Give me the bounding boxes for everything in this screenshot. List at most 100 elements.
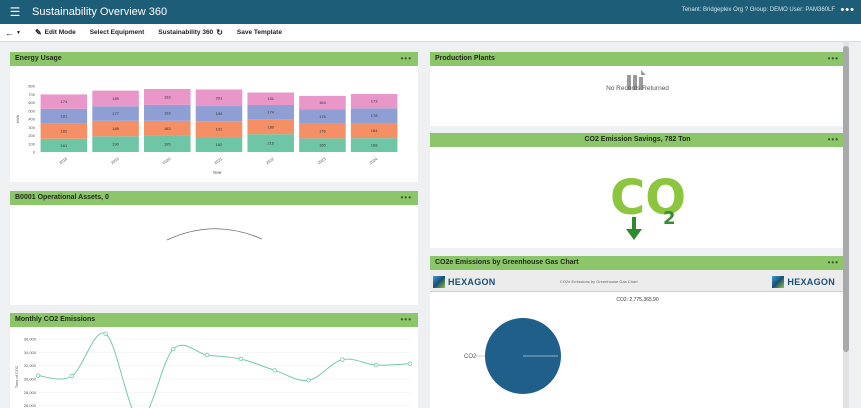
down-arrow-icon — [626, 229, 642, 240]
bar-data-label: 184 — [216, 111, 223, 116]
bar-segment — [350, 94, 398, 109]
bar-data-label: 184 — [371, 128, 378, 133]
chevron-down-icon[interactable]: ▼ — [16, 29, 21, 36]
bar-segment — [40, 123, 88, 139]
operational-assets-panel: B0001 Operational Assets, 0 ••• — [10, 191, 418, 305]
data-point — [407, 361, 413, 366]
data-point — [272, 368, 277, 373]
bar-segment — [195, 136, 243, 152]
panel-title: CO2 Emission Savings, 782 Ton — [584, 136, 691, 143]
energy-usage-chart: 0 100 200 300 400 500 600 700 800 kWh Year 161 182 18… — [15, 84, 398, 175]
y-tick-label: 26,000 — [24, 403, 37, 408]
panel-title: B0001 Operational Assets, 0 — [15, 194, 109, 201]
bar-segment — [299, 109, 346, 124]
edit-mode-button[interactable]: ✎ Edit Mode — [35, 28, 76, 37]
panel-title: Monthly CO2 Emissions — [15, 316, 96, 323]
bar-data-label: 193 — [164, 94, 171, 99]
bar-data-label: 181 — [61, 114, 68, 119]
hexagon-logo-right: HEXAGON — [772, 276, 835, 288]
template-label: Sustainability 360 — [158, 29, 214, 36]
data-point — [204, 352, 210, 358]
select-equipment-button[interactable]: Select Equipment — [89, 29, 145, 36]
bar-segment — [40, 108, 88, 124]
bar-data-label: 174 — [267, 110, 274, 115]
bar-segment — [247, 119, 294, 135]
bar-data-label: 193 — [164, 110, 171, 115]
y-tick-label: 600 — [28, 100, 35, 105]
x-tick-label: 2021 — [213, 156, 224, 166]
gauge-arc — [166, 228, 263, 241]
y-axis-label: kWh — [15, 115, 20, 123]
panel-menu-icon[interactable]: ••• — [400, 315, 412, 324]
panel-menu-icon[interactable]: ••• — [827, 135, 839, 144]
back-arrow-icon[interactable]: ← — [5, 27, 14, 38]
y-tick-label: 700 — [28, 92, 35, 97]
panel-header: B0001 Operational Assets, 0 ••• — [10, 191, 418, 205]
bar-segment — [350, 138, 398, 152]
bar-segment — [144, 88, 191, 105]
panel-menu-icon[interactable]: ••• — [400, 54, 412, 63]
y-tick-label: 34,000 — [24, 350, 37, 355]
no-data-icon — [627, 70, 646, 90]
bar-data-label: 189 — [112, 96, 119, 101]
page-scrollbar-thumb[interactable] — [843, 46, 849, 352]
bar-segment — [350, 108, 398, 123]
y-tick-label: 100 — [28, 141, 35, 146]
hexagon-logo: HEXAGON — [433, 276, 496, 288]
bar-data-label: 174 — [61, 99, 68, 104]
assets-gauge — [166, 228, 263, 241]
more-horizontal-icon[interactable]: ••• — [840, 4, 855, 16]
data-point — [103, 331, 108, 336]
bar-data-label: 191 — [216, 127, 223, 132]
bar-data-label: 175 — [319, 114, 326, 119]
panel-menu-icon[interactable]: ••• — [827, 54, 839, 63]
bar-data-label: 183 — [164, 126, 171, 131]
x-axis-label: Year — [212, 170, 222, 175]
hexagon-logo-icon — [772, 276, 785, 288]
tenant-info: Tenant: Bridgeplex Org ? Group: DEMO Use… — [681, 7, 835, 13]
toolbar: ← ▼ ✎ Edit Mode Select Equipment Sustain… — [0, 24, 861, 42]
panel-menu-icon[interactable]: ••• — [827, 258, 839, 267]
pie-label-co2: CO2 — [464, 354, 477, 360]
monthly-co2-chart: 24,00026,00028,00030,00032,00034,00036,0… — [14, 331, 413, 408]
bar-data-label: 195 — [164, 141, 171, 146]
bar-segment — [40, 94, 88, 109]
refresh-icon[interactable]: ↻ — [216, 28, 223, 37]
app-title: Sustainability Overview 360 — [32, 6, 168, 18]
bar-data-label: 177 — [112, 111, 119, 116]
data-point — [35, 373, 41, 378]
bar-segment — [144, 120, 191, 136]
panel-menu-icon[interactable]: ••• — [400, 193, 412, 202]
y-tick-label: 400 — [28, 117, 35, 122]
template-selector[interactable]: Sustainability 360 ↻ — [158, 28, 223, 37]
co2-logo-subscript: 2 — [663, 208, 676, 229]
y-tick-label: 0 — [33, 150, 36, 155]
bar-segment — [144, 135, 191, 152]
bar-data-label: 201 — [216, 95, 223, 100]
panel-header: CO2 Emission Savings, 782 Ton ••• — [430, 133, 845, 147]
panel-title: Energy Usage — [15, 55, 62, 62]
y-tick-label: 500 — [28, 108, 35, 113]
bar-segment — [299, 138, 346, 152]
bar-data-label: 151 — [267, 96, 274, 101]
report-caption: CO2e Emissions by Greenhouse Gas Chart — [560, 279, 638, 284]
bar-segment — [40, 138, 88, 152]
bar-segment — [299, 123, 346, 139]
edit-mode-label: Edit Mode — [44, 29, 76, 36]
hamburger-icon[interactable]: ☰ — [9, 5, 21, 19]
y-tick-label: 28,000 — [24, 390, 37, 395]
y-axis-label: Tons of CO2 — [14, 365, 19, 388]
bar-data-label: 161 — [61, 143, 68, 148]
save-template-button[interactable]: Save Template — [236, 29, 282, 36]
edit-icon: ✎ — [34, 28, 42, 37]
co2-logo-text: CO — [610, 170, 686, 226]
bar-data-label: 216 — [267, 141, 274, 146]
bar-segment — [247, 92, 294, 105]
panel-header: Monthly CO2 Emissions ••• — [10, 313, 418, 327]
bar-segment — [195, 121, 243, 137]
production-plants-panel: Production Plants ••• No Records Returne… — [430, 52, 845, 126]
x-tick-label: 2024 — [368, 156, 379, 166]
x-tick-label: 2020 — [161, 156, 172, 166]
no-records-text: No Records Returned — [606, 85, 669, 92]
data-point — [238, 356, 244, 362]
